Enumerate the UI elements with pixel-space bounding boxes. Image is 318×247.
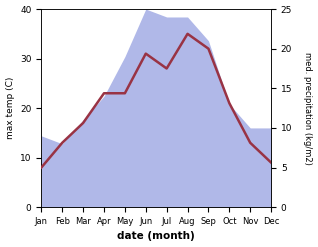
Y-axis label: med. precipitation (kg/m2): med. precipitation (kg/m2) bbox=[303, 52, 313, 165]
X-axis label: date (month): date (month) bbox=[117, 231, 195, 242]
Y-axis label: max temp (C): max temp (C) bbox=[5, 77, 15, 139]
